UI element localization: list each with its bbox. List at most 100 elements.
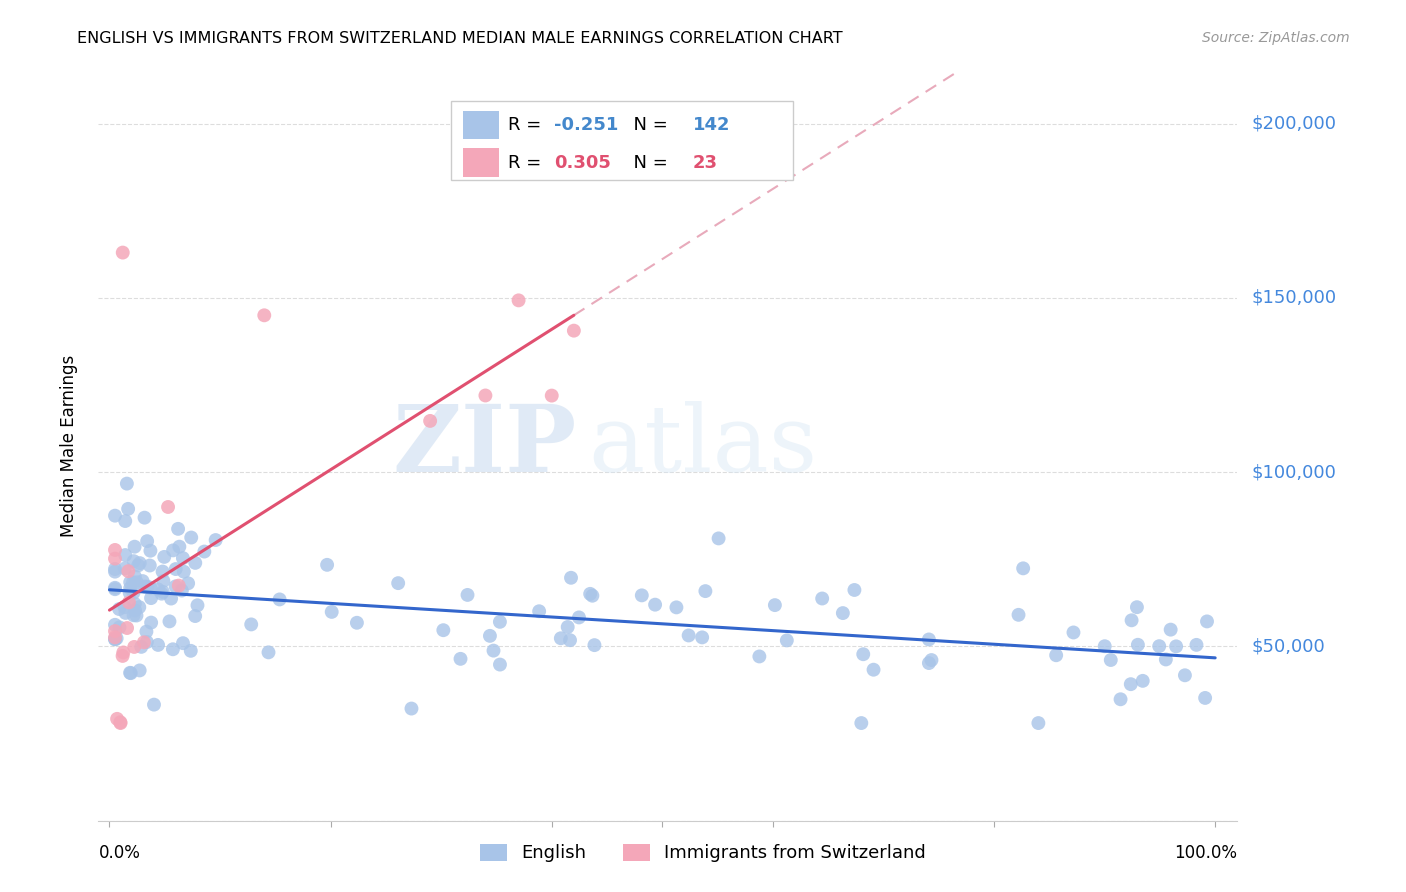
Point xyxy=(1012,561,1035,575)
Point xyxy=(581,589,603,603)
Point xyxy=(540,388,562,402)
Point xyxy=(127,558,149,573)
Text: N =: N = xyxy=(623,153,673,171)
Point xyxy=(110,716,132,731)
Point xyxy=(346,615,368,630)
Point xyxy=(134,510,156,524)
Point xyxy=(162,642,184,657)
Point xyxy=(489,657,512,672)
Point xyxy=(1007,607,1029,622)
Point xyxy=(114,561,136,575)
Point xyxy=(1185,638,1208,652)
Point xyxy=(173,565,195,579)
FancyBboxPatch shape xyxy=(451,102,793,180)
Text: 100.0%: 100.0% xyxy=(1174,844,1237,862)
Text: ZIP: ZIP xyxy=(392,401,576,491)
Point xyxy=(122,586,145,600)
Point xyxy=(1094,639,1116,653)
Point xyxy=(114,548,136,562)
Point xyxy=(165,579,187,593)
Point xyxy=(159,615,181,629)
Point xyxy=(851,716,873,731)
Point xyxy=(105,632,128,646)
Point xyxy=(1160,623,1182,637)
Point xyxy=(184,609,207,624)
Y-axis label: Median Male Earnings: Median Male Earnings xyxy=(59,355,77,537)
Point xyxy=(918,632,941,647)
Point xyxy=(104,632,127,647)
Point xyxy=(153,549,176,564)
Point xyxy=(186,599,208,613)
Point xyxy=(204,533,226,547)
Point xyxy=(150,587,173,601)
Point xyxy=(862,663,884,677)
Point xyxy=(678,628,700,642)
Point xyxy=(132,635,155,649)
Text: Source: ZipAtlas.com: Source: ZipAtlas.com xyxy=(1202,31,1350,45)
Point xyxy=(583,638,606,652)
Point xyxy=(117,564,139,578)
Text: $200,000: $200,000 xyxy=(1251,115,1336,133)
Point xyxy=(135,635,157,649)
Point xyxy=(165,562,187,576)
Point xyxy=(122,575,145,590)
Point xyxy=(104,543,127,558)
Point xyxy=(115,621,138,635)
Point xyxy=(108,620,131,634)
Point xyxy=(152,565,174,579)
Point xyxy=(1174,668,1197,682)
Text: 0.0%: 0.0% xyxy=(98,844,141,862)
Point xyxy=(419,414,441,428)
Point xyxy=(1121,613,1143,627)
Point xyxy=(852,647,875,661)
Point xyxy=(114,600,136,615)
Point xyxy=(401,701,423,715)
Point xyxy=(508,293,530,308)
Point xyxy=(104,582,127,597)
Point xyxy=(104,632,127,647)
Point xyxy=(117,501,139,516)
Point xyxy=(690,631,713,645)
Point xyxy=(124,603,146,617)
Text: $50,000: $50,000 xyxy=(1251,638,1324,656)
Point xyxy=(811,591,834,606)
Point xyxy=(527,604,550,618)
Point xyxy=(177,576,200,591)
Point xyxy=(1166,640,1188,654)
Point xyxy=(776,633,799,648)
Point xyxy=(139,543,162,558)
Point xyxy=(128,664,150,678)
Text: R =: R = xyxy=(509,153,547,171)
Point xyxy=(114,606,136,620)
Point xyxy=(1154,652,1177,666)
Point xyxy=(184,556,207,570)
Text: $150,000: $150,000 xyxy=(1251,289,1336,307)
Point xyxy=(124,569,146,583)
Point xyxy=(1028,716,1050,731)
Point xyxy=(450,652,472,666)
Point xyxy=(558,633,581,648)
Text: N =: N = xyxy=(623,116,673,134)
Point xyxy=(695,584,717,599)
Point xyxy=(844,582,866,597)
Point xyxy=(562,324,585,338)
Point xyxy=(125,575,148,590)
Point xyxy=(1099,653,1122,667)
Point xyxy=(1119,677,1142,691)
Point xyxy=(920,653,942,667)
Text: 142: 142 xyxy=(693,116,730,134)
Text: ENGLISH VS IMMIGRANTS FROM SWITZERLAND MEDIAN MALE EARNINGS CORRELATION CHART: ENGLISH VS IMMIGRANTS FROM SWITZERLAND M… xyxy=(77,31,844,46)
Point xyxy=(167,522,190,536)
Point xyxy=(170,583,193,598)
Point xyxy=(763,598,786,612)
Point xyxy=(136,534,159,549)
Point xyxy=(644,598,666,612)
Point xyxy=(748,649,770,664)
Text: $100,000: $100,000 xyxy=(1251,463,1336,481)
Point xyxy=(167,579,190,593)
Text: R =: R = xyxy=(509,116,547,134)
Point xyxy=(557,620,579,634)
Point xyxy=(135,624,157,639)
Point xyxy=(568,610,591,624)
Point xyxy=(1194,690,1216,705)
